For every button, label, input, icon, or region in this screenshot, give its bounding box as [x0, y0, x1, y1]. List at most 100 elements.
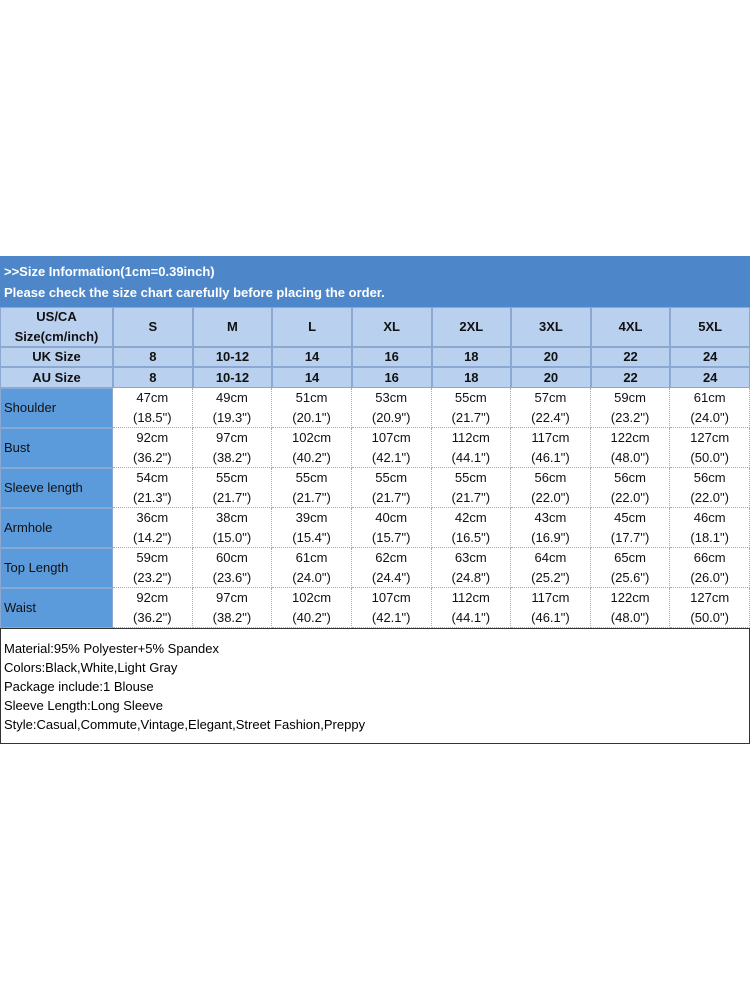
cell-text: 40cm [375, 509, 408, 525]
cell-text: (14.2") [133, 529, 172, 545]
size-header: US/CA Size(cm/inch) [0, 307, 113, 347]
row-label: Sleeve length [0, 468, 113, 508]
cell-text: 56cm [693, 469, 726, 485]
cell-text: (42.1") [371, 609, 411, 625]
measure-cell: 62cm (24.4") [351, 548, 432, 588]
au-cell: 18 [431, 367, 512, 388]
cell-text: (15.0") [212, 529, 252, 545]
cell-text: (24.4") [371, 569, 411, 585]
cell-text: 14 [304, 369, 320, 385]
cell-text: (21.7") [451, 489, 491, 505]
au-cell: 22 [590, 367, 671, 388]
size-cell: L [272, 307, 352, 347]
measure-cell: 39cm (15.4") [272, 508, 352, 548]
cell-text: 54cm [136, 469, 169, 485]
cell-text: (25.6") [610, 569, 650, 585]
cell-text: 42cm [454, 509, 487, 525]
cell-text: 56cm [534, 469, 567, 485]
cell-text: 92cm [136, 589, 169, 605]
cell-text: 43cm [534, 509, 567, 525]
cell-text: 55cm [375, 469, 408, 485]
cell-text: (25.2") [531, 569, 570, 585]
measure-cell: 49cm (19.3") [192, 388, 273, 428]
measure-cell: 102cm (40.2") [272, 428, 352, 468]
row-label: Armhole [0, 508, 113, 548]
measure-cell: 56cm (22.0") [590, 468, 671, 508]
cell-text: 16 [384, 369, 399, 385]
cell-text: (46.1") [531, 449, 570, 465]
measure-cell: 61cm (24.0") [670, 388, 750, 428]
cell-text: 10-12 [215, 349, 250, 364]
uk-cell: 22 [590, 347, 671, 367]
cell-text: 10-12 [215, 369, 250, 385]
cell-text: (38.2") [212, 449, 252, 465]
cell-text: (23.2") [610, 409, 650, 425]
cell-text: 39cm [295, 509, 328, 525]
uk-cell: 16 [351, 347, 432, 367]
uk-cell: 10-12 [192, 347, 273, 367]
cell-text: Top Length [4, 560, 69, 575]
cell-text: 8 [149, 369, 157, 385]
size-cell: XL [351, 307, 432, 347]
cell-text: Shoulder [4, 400, 57, 415]
cell-text: 122cm [610, 429, 650, 445]
measure-cell: 55cm (21.7") [431, 468, 512, 508]
cell-text: (21.7") [292, 489, 331, 505]
measure-cell: 117cm (46.1") [511, 588, 591, 628]
cell-text: 60cm [216, 549, 248, 565]
cell-text: 24 [702, 349, 718, 364]
cell-text: 57cm [534, 389, 567, 405]
measure-cell: 43cm (16.9") [511, 508, 591, 548]
measure-cell: 127cm (50.0") [670, 428, 750, 468]
note-line: Style:Casual,Commute,Vintage,Elegant,Str… [4, 717, 366, 732]
cell-text: 107cm [371, 589, 411, 605]
cell-text: L [308, 319, 317, 334]
au-cell: 20 [511, 367, 591, 388]
cell-text: 46cm [693, 509, 726, 525]
uk-cell: 8 [113, 347, 193, 367]
cell-text: 127cm [690, 429, 730, 445]
cell-text: 4XL [618, 319, 643, 334]
row-label: Bust [0, 428, 113, 468]
cell-text: 59cm [136, 549, 169, 565]
cell-text: (46.1") [531, 609, 570, 625]
cell-text: 45cm [614, 509, 646, 525]
measure-cell: 112cm (44.1") [431, 428, 512, 468]
cell-text: 63cm [454, 549, 487, 565]
cell-text: AU Size [32, 369, 81, 385]
au-label: AU Size [0, 367, 113, 388]
cell-text: 97cm [216, 589, 248, 605]
cell-text: (23.2") [133, 569, 172, 585]
uk-cell: 14 [272, 347, 352, 367]
cell-text: (36.2") [133, 609, 172, 625]
cell-text: (36.2") [133, 449, 172, 465]
cell-text: (40.2") [292, 609, 331, 625]
measure-cell: 59cm (23.2") [590, 388, 671, 428]
cell-text: 18 [464, 369, 479, 385]
cell-text: 2XL [459, 319, 484, 334]
measure-cell: 122cm (48.0") [590, 428, 671, 468]
size-cell: 2XL [431, 307, 512, 347]
cell-text: (48.0") [610, 449, 650, 465]
measure-cell: 122cm (48.0") [590, 588, 671, 628]
measure-cell: 55cm (21.7") [351, 468, 432, 508]
cell-text: 53cm [375, 389, 408, 405]
cell-text: 14 [304, 349, 320, 364]
cell-text: 117cm [531, 589, 570, 605]
au-cell: 24 [670, 367, 750, 388]
cell-text: 102cm [292, 429, 332, 445]
cell-text: (26.0") [690, 569, 729, 585]
measure-cell: 54cm (21.3") [113, 468, 193, 508]
cell-text: (24.0") [690, 409, 729, 425]
measure-cell: 112cm (44.1") [431, 588, 512, 628]
cell-text: 55cm [295, 469, 328, 485]
measure-cell: 102cm (40.2") [272, 588, 352, 628]
measure-cell: 40cm (15.7") [351, 508, 432, 548]
cell-text: 59cm [614, 389, 646, 405]
size-cell: 5XL [670, 307, 750, 347]
cell-text: 61cm [693, 389, 726, 405]
cell-text: 38cm [216, 509, 248, 525]
header-title: >>Size Information(1cm=0.39inch) [4, 264, 215, 279]
uk-cell: 18 [431, 347, 512, 367]
cell-text: 112cm [451, 429, 490, 445]
